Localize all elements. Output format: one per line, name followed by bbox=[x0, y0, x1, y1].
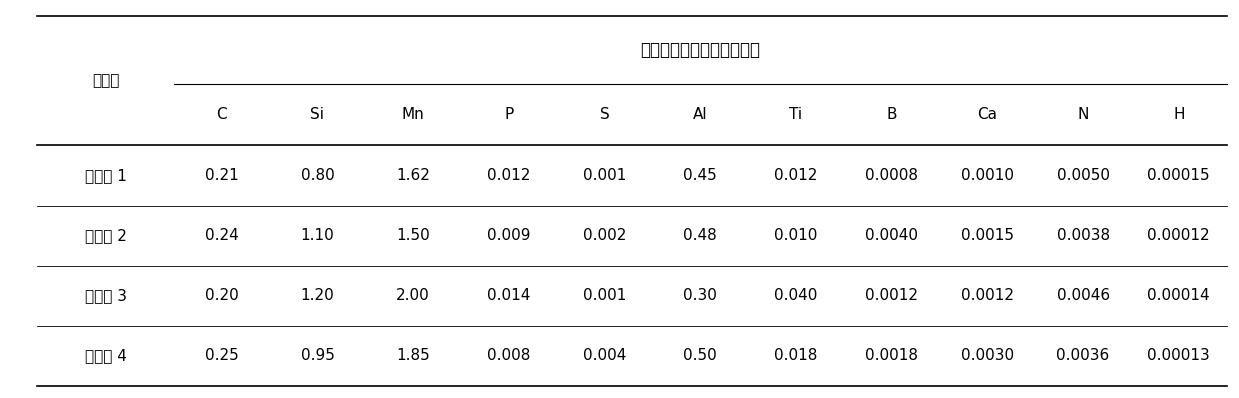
Text: 实施例 3: 实施例 3 bbox=[84, 288, 126, 303]
Text: 0.00013: 0.00013 bbox=[1147, 349, 1211, 363]
Text: 1.50: 1.50 bbox=[396, 228, 430, 243]
Text: 0.0036: 0.0036 bbox=[1057, 349, 1110, 363]
Text: 0.004: 0.004 bbox=[582, 349, 626, 363]
Text: 0.0038: 0.0038 bbox=[1057, 228, 1110, 243]
Text: 0.0050: 0.0050 bbox=[1057, 168, 1110, 183]
Text: 0.30: 0.30 bbox=[684, 288, 717, 303]
Text: 0.50: 0.50 bbox=[684, 349, 717, 363]
Text: Al: Al bbox=[693, 107, 707, 123]
Text: 0.95: 0.95 bbox=[301, 349, 335, 363]
Text: Ca: Ca bbox=[978, 107, 997, 123]
Text: 0.014: 0.014 bbox=[487, 288, 530, 303]
Text: 0.80: 0.80 bbox=[301, 168, 335, 183]
Text: 0.0010: 0.0010 bbox=[961, 168, 1014, 183]
Text: C: C bbox=[217, 107, 227, 123]
Text: 实施例 4: 实施例 4 bbox=[84, 349, 126, 363]
Text: 实施例: 实施例 bbox=[92, 73, 119, 88]
Text: 0.0012: 0.0012 bbox=[961, 288, 1014, 303]
Text: 0.0046: 0.0046 bbox=[1057, 288, 1110, 303]
Text: H: H bbox=[1173, 107, 1184, 123]
Text: 0.0018: 0.0018 bbox=[865, 349, 918, 363]
Text: 0.00015: 0.00015 bbox=[1147, 168, 1211, 183]
Text: 0.25: 0.25 bbox=[204, 349, 239, 363]
Text: 0.0008: 0.0008 bbox=[865, 168, 918, 183]
Text: 0.018: 0.018 bbox=[774, 349, 818, 363]
Text: 0.002: 0.002 bbox=[582, 228, 626, 243]
Text: 0.0012: 0.0012 bbox=[865, 288, 918, 303]
Text: Ti: Ti bbox=[789, 107, 803, 123]
Text: 1.62: 1.62 bbox=[396, 168, 430, 183]
Text: 0.001: 0.001 bbox=[582, 288, 626, 303]
Text: 实施例 1: 实施例 1 bbox=[84, 168, 126, 183]
Text: 0.20: 0.20 bbox=[204, 288, 239, 303]
Text: 0.45: 0.45 bbox=[684, 168, 717, 183]
Text: 0.012: 0.012 bbox=[774, 168, 818, 183]
Text: 1.20: 1.20 bbox=[301, 288, 335, 303]
Text: S: S bbox=[600, 107, 610, 123]
Text: 2.00: 2.00 bbox=[396, 288, 430, 303]
Text: 0.040: 0.040 bbox=[774, 288, 818, 303]
Text: 0.00014: 0.00014 bbox=[1147, 288, 1211, 303]
Text: Si: Si bbox=[311, 107, 325, 123]
Text: P: P bbox=[504, 107, 513, 123]
Text: 0.0030: 0.0030 bbox=[960, 349, 1014, 363]
Text: 0.008: 0.008 bbox=[487, 349, 530, 363]
Text: B: B bbox=[886, 107, 897, 123]
Text: 实施例 2: 实施例 2 bbox=[84, 228, 126, 243]
Text: 0.0040: 0.0040 bbox=[865, 228, 918, 243]
Text: 0.24: 0.24 bbox=[204, 228, 239, 243]
Text: 1.85: 1.85 bbox=[396, 349, 430, 363]
Text: 0.010: 0.010 bbox=[774, 228, 818, 243]
Text: 0.48: 0.48 bbox=[684, 228, 717, 243]
Text: 0.009: 0.009 bbox=[487, 228, 530, 243]
Text: 1.10: 1.10 bbox=[301, 228, 335, 243]
Text: 0.00012: 0.00012 bbox=[1147, 228, 1211, 243]
Text: 化学成分（按质量百分比）: 化学成分（按质量百分比） bbox=[641, 41, 761, 59]
Text: 0.001: 0.001 bbox=[582, 168, 626, 183]
Text: N: N bbox=[1078, 107, 1089, 123]
Text: 0.0015: 0.0015 bbox=[961, 228, 1014, 243]
Text: 0.012: 0.012 bbox=[487, 168, 530, 183]
Text: Mn: Mn bbox=[401, 107, 425, 123]
Text: 0.21: 0.21 bbox=[204, 168, 239, 183]
